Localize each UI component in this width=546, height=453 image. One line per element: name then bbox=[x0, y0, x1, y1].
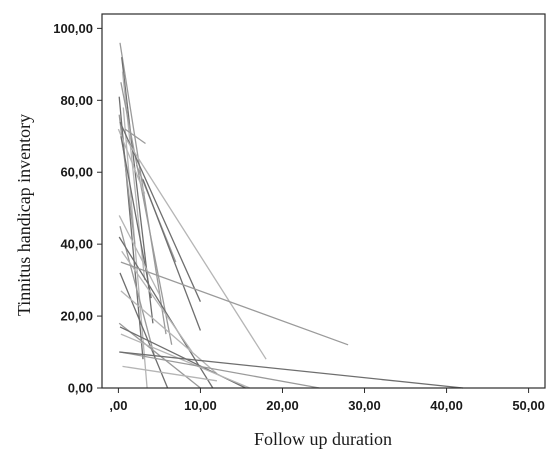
plot-frame bbox=[101, 13, 546, 389]
series-line bbox=[126, 139, 267, 360]
y-tick-label: 0,00 bbox=[68, 381, 93, 396]
series-lines bbox=[117, 42, 464, 389]
x-tick-label: ,00 bbox=[109, 398, 127, 413]
x-tick-label: 20,00 bbox=[266, 398, 299, 413]
x-tick-label: 40,00 bbox=[430, 398, 463, 413]
series-line bbox=[121, 250, 193, 353]
y-tick-label: 60,00 bbox=[60, 165, 93, 180]
series-line bbox=[118, 215, 160, 295]
series-line bbox=[120, 82, 173, 345]
x-axis-title: Follow up duration bbox=[254, 429, 392, 449]
x-tick-label: 10,00 bbox=[184, 398, 217, 413]
series-line bbox=[120, 333, 250, 389]
y-axis-title: Tinnitus handicap inventory bbox=[14, 114, 34, 316]
x-tick-label: 30,00 bbox=[348, 398, 381, 413]
y-tick-label: 20,00 bbox=[60, 309, 93, 324]
y-tick-label: 100,00 bbox=[53, 21, 93, 36]
y-axis-ticks: 0,00 20,00 40,00 60,00 80,00 100,00 bbox=[53, 21, 102, 396]
series-line bbox=[119, 351, 320, 389]
series-line bbox=[142, 179, 202, 331]
series-line bbox=[124, 128, 146, 145]
y-tick-label: 80,00 bbox=[60, 93, 93, 108]
series-line bbox=[119, 121, 201, 302]
series-line bbox=[122, 365, 217, 382]
x-tick-label: 50,00 bbox=[512, 398, 545, 413]
series-line bbox=[117, 128, 146, 195]
series-line bbox=[118, 236, 214, 389]
series-line bbox=[119, 272, 169, 389]
series-line bbox=[119, 351, 464, 389]
series-line bbox=[120, 290, 218, 375]
x-axis-ticks: ,00 10,00 20,00 30,00 40,00 50,00 bbox=[109, 388, 545, 413]
series-line bbox=[120, 261, 349, 346]
y-tick-label: 40,00 bbox=[60, 237, 93, 252]
